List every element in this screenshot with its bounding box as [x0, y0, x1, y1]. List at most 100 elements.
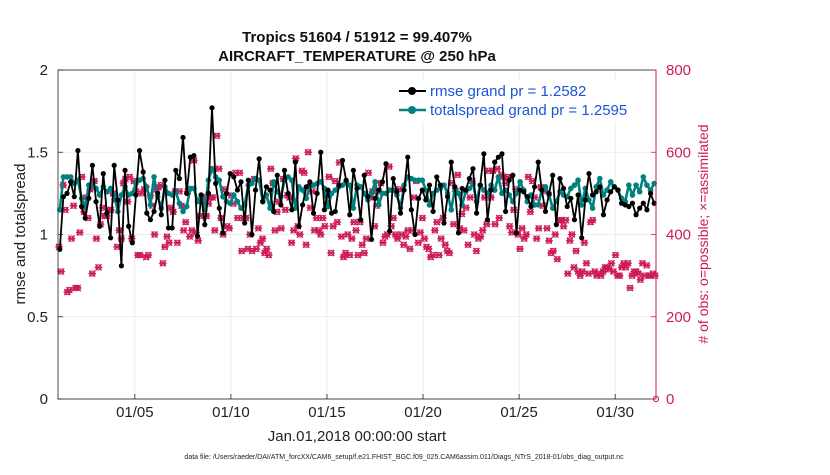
obs-assimilated-point	[582, 259, 591, 267]
rmse-point	[64, 190, 70, 196]
rmse-point	[528, 203, 534, 210]
totalspread-point	[299, 187, 306, 193]
rmse-point	[234, 187, 240, 193]
rmse-point	[539, 187, 545, 193]
totalspread-point	[571, 182, 578, 188]
rmse-point	[68, 179, 74, 185]
rmse-point	[477, 182, 483, 188]
obs-assimilated-point	[300, 169, 308, 177]
rmse-point	[238, 179, 244, 185]
rmse-point	[354, 185, 360, 192]
obs-assimilated-point	[76, 228, 84, 236]
obs-assimilated-point	[518, 224, 526, 232]
rmse-point	[376, 187, 382, 193]
obs-assimilated-point	[296, 231, 304, 238]
obs-assimilated-point	[566, 237, 574, 245]
rmse-point	[343, 177, 349, 183]
rmse-point	[184, 190, 190, 196]
x-tick-label: 01/20	[404, 404, 442, 421]
rmse-point	[263, 184, 269, 190]
rmse-point	[169, 225, 175, 231]
obs-assimilated-point	[358, 241, 366, 249]
totalspread-point	[372, 179, 378, 185]
rmse-point	[495, 154, 501, 160]
totalspread-point	[586, 197, 592, 203]
rmse-point	[260, 199, 266, 205]
rmse-point	[60, 194, 67, 200]
obs-assimilated-point	[150, 231, 159, 238]
totalspread-point	[495, 174, 502, 180]
rmse-point	[405, 154, 411, 160]
obs-assimilated-point	[277, 224, 286, 232]
obs-assimilated-point	[165, 239, 173, 247]
rmse-point	[165, 225, 172, 231]
rmse-point	[122, 167, 128, 173]
rmse-point	[531, 184, 538, 190]
rmse-point	[314, 190, 320, 196]
rmse-point	[151, 208, 157, 215]
obs-assimilated-point	[267, 165, 275, 173]
obs-assimilated-point	[634, 270, 643, 278]
obs-assimilated-point	[651, 272, 659, 280]
obs-assimilated-point	[476, 233, 485, 241]
totalspread-point	[147, 202, 154, 208]
rmse-point	[281, 167, 288, 173]
obs-assimilated-point	[559, 222, 568, 230]
data-file-footnote: data file: /Users/raeder/DAI/ATM_forcXX/…	[184, 454, 624, 461]
obs-assimilated-point	[321, 222, 329, 230]
rmse-point	[521, 189, 527, 195]
obs-assimilated-point	[464, 241, 472, 249]
y-tick-label-left: 1.5	[27, 144, 48, 161]
rmse-point	[463, 187, 469, 193]
rmse-point	[336, 182, 342, 188]
legend: rmse grand pr = 1.2582 totalspread grand…	[395, 80, 647, 122]
rmse-point	[564, 203, 570, 210]
totalspread-point	[107, 185, 114, 192]
obs-assimilated-point	[264, 251, 273, 259]
rmse-point	[249, 231, 255, 238]
obs-assimilated-point	[69, 202, 78, 210]
obs-assimilated-point	[73, 284, 82, 292]
totalspread-point	[325, 203, 331, 210]
rmse-point	[644, 207, 650, 213]
rmse-point	[75, 148, 81, 154]
totalspread-point	[636, 188, 643, 195]
rmse-point	[227, 171, 233, 177]
rmse-point	[144, 210, 150, 216]
rmse-point	[546, 190, 552, 196]
rmse-point	[289, 207, 295, 213]
obs-assimilated-point	[254, 224, 263, 232]
totalspread-point	[328, 190, 335, 197]
rmse-point	[347, 212, 353, 218]
totalspread-point	[448, 207, 455, 213]
rmse-point	[452, 184, 458, 190]
rmse-point	[640, 200, 646, 206]
totalspread-point	[270, 179, 277, 185]
rmse-point	[506, 177, 512, 183]
rmse-point	[300, 202, 306, 208]
rmse-point	[579, 235, 585, 241]
obs-assimilated-point	[287, 239, 296, 247]
totalspread-point	[230, 192, 237, 198]
rmse-point	[321, 207, 327, 213]
obs-assimilated-point	[553, 255, 562, 263]
obs-assimilated-point	[549, 247, 558, 255]
rmse-point	[332, 208, 338, 215]
totalspread-point	[633, 182, 639, 188]
rmse-point	[205, 190, 212, 196]
totalspread-point	[535, 202, 542, 208]
totalspread-point	[441, 182, 447, 188]
obs-assimilated-point	[331, 177, 339, 185]
obs-assimilated-point	[561, 216, 570, 224]
rmse-point	[379, 179, 385, 185]
legend-box	[395, 80, 647, 122]
totalspread-point	[339, 182, 346, 188]
totalspread-point	[209, 165, 215, 172]
totalspread-point	[180, 208, 186, 215]
rmse-point	[615, 187, 621, 193]
obs-assimilated-point	[551, 231, 560, 238]
rmse-point	[419, 187, 425, 193]
totalspread-point	[234, 198, 241, 205]
obs-assimilated-point	[318, 214, 327, 222]
obs-assimilated-point	[348, 235, 356, 243]
